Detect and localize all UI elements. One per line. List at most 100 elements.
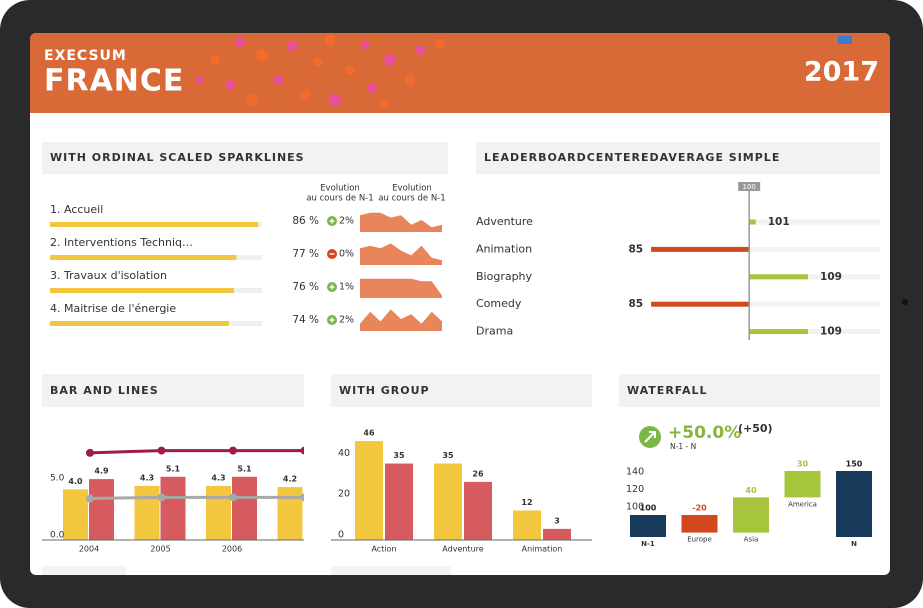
bar-track [749, 274, 880, 280]
row-label: 1. Accueil [50, 203, 103, 216]
bar-track [749, 329, 880, 335]
value-label: 5.1 [237, 464, 252, 473]
row-label: 2. Interventions Techniq… [50, 236, 193, 249]
bar [733, 497, 769, 533]
value-label: 77 % [292, 248, 319, 260]
bar [651, 301, 750, 307]
panel-title-bar [42, 374, 304, 407]
value-label: 4.3 [140, 473, 154, 482]
value-label: 46 [363, 429, 375, 438]
bar [784, 471, 821, 498]
value-label: 30 [797, 460, 809, 469]
value-label: 85 [628, 243, 643, 255]
panel-title-bar [331, 374, 592, 407]
bar [651, 246, 750, 252]
change-label: 1% [339, 282, 354, 293]
panel-title: BAR AND LINES [50, 384, 159, 397]
value-label: 4.3 [211, 473, 225, 482]
value-label: -20 [692, 504, 707, 513]
group-chart: Action Adventure Animation 46 35 12 35 26 3 [355, 429, 571, 554]
value-label: 86 % [292, 215, 319, 227]
value-label: 100 [640, 504, 657, 513]
x-tick-label: 2006 [222, 545, 242, 554]
bar [160, 476, 186, 540]
y-tick-label: 100 [626, 502, 644, 513]
kpi-value: +50.0% [668, 423, 741, 443]
reference-label: 100 [743, 183, 756, 191]
category-label: Adventure [476, 215, 533, 228]
bar [277, 487, 303, 540]
bar [464, 481, 492, 540]
line-point [157, 493, 166, 502]
y-tick-label: 140 [626, 466, 644, 477]
line-point [86, 494, 94, 503]
value-label: 74 % [292, 314, 319, 326]
sparkline-area [360, 278, 442, 298]
panel-title: WITH GROUP [339, 384, 430, 397]
header-year: 2017 [804, 57, 879, 88]
x-tick-label: 2005 [150, 545, 170, 554]
x-tick-label: Animation [522, 545, 563, 554]
category-label: Biography [476, 270, 533, 283]
bar [434, 463, 462, 540]
bar-track [749, 219, 880, 225]
bar [749, 274, 809, 280]
bar [836, 471, 872, 537]
bar [630, 515, 666, 537]
category-label: Animation [476, 242, 532, 255]
camera [902, 299, 908, 305]
bar [89, 479, 114, 540]
column-header: au cours de N-1 [306, 194, 373, 204]
value-label: 3 [554, 516, 560, 525]
bar [206, 485, 231, 540]
panel-title-bar [476, 142, 880, 174]
x-tick-label: Asia [744, 536, 759, 544]
bar [63, 489, 88, 540]
y-tick-label: 120 [626, 484, 644, 495]
x-tick-label: America [788, 500, 817, 508]
column-header: au cours de N-1 [378, 194, 445, 204]
panel-title: WITH ORDINAL SCALED SPARKLINES [50, 151, 305, 164]
kpi-delta: (+50) [738, 422, 773, 435]
header-band [30, 33, 890, 113]
row-label: 4. Maitrise de l'énergie [50, 302, 176, 315]
value-label: 76 % [292, 281, 319, 293]
kpi-caption: N-1 - N [670, 442, 696, 451]
x-tick-label: N [851, 540, 857, 548]
sparkline-area [360, 243, 442, 265]
change-label: 2% [339, 315, 354, 326]
change-label: 2% [339, 216, 354, 227]
bar [50, 255, 237, 260]
bar [681, 515, 718, 533]
bar [134, 485, 160, 540]
x-tick-label: Action [371, 545, 396, 554]
bar [355, 441, 383, 540]
x-tick-label: N-1 [641, 540, 655, 548]
value-label: 12 [521, 498, 532, 507]
panel-title: LEADERBOARDCENTEREDAVERAGE SIMPLE [484, 151, 780, 164]
value-label: 4.9 [94, 467, 109, 476]
bar-track [749, 301, 880, 307]
brand: EXECSUM [44, 48, 127, 64]
y-tick-label: 0.0 [50, 531, 65, 541]
value-label: 5.1 [166, 464, 181, 473]
column-header: Evolution [320, 184, 360, 194]
bar-line-chart: 2004 2005 2006 4.0 4.3 4.3 4.2 4.9 5.1 5.1 [63, 446, 304, 554]
line-point [229, 493, 237, 502]
line [89, 495, 304, 500]
y-tick-label: 0 [338, 530, 344, 541]
line-point [157, 446, 166, 455]
header-title: FRANCE [44, 64, 184, 99]
change-label: 0% [339, 249, 354, 260]
line [89, 449, 304, 455]
value-label: 101 [768, 216, 790, 228]
value-label: 26 [472, 469, 484, 478]
line-point [86, 448, 94, 457]
value-label: 35 [442, 451, 454, 460]
panel-title-bar [42, 142, 448, 174]
bar [50, 222, 259, 227]
value-label: 109 [820, 326, 842, 338]
kpi-arrow [644, 431, 656, 443]
